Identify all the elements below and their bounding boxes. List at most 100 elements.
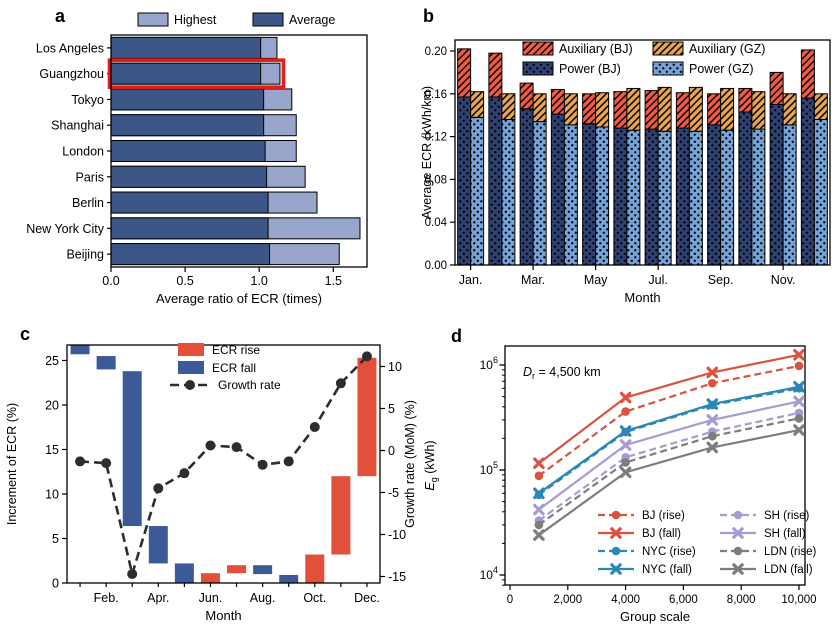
svg-text:0: 0 [507, 594, 513, 606]
panel-c-letter: c [20, 324, 31, 344]
svg-text:25: 25 [45, 354, 59, 368]
svg-text:New York City: New York City [26, 222, 105, 236]
svg-text:Paris: Paris [76, 170, 104, 184]
svg-text:BJ (rise): BJ (rise) [642, 510, 685, 522]
svg-text:4,000: 4,000 [611, 594, 640, 606]
svg-text:Aug.: Aug. [250, 591, 276, 605]
svg-text:Beijing: Beijing [66, 248, 104, 262]
svg-text:0: 0 [52, 577, 59, 591]
svg-text:20: 20 [45, 399, 59, 413]
svg-text:Berlin: Berlin [72, 196, 104, 210]
svg-text:Average: Average [289, 13, 335, 27]
svg-text:Oct.: Oct. [303, 591, 326, 605]
panel-b-letter: b [423, 6, 434, 26]
svg-text:1.0: 1.0 [251, 274, 268, 288]
svg-text:0.20: 0.20 [425, 46, 447, 58]
panel-c-plot: 0 5 10 15 20 25 -15 -10 -5 0 5 10 Feb. Apr. Jun. Aug. Oc… [5, 344, 417, 623]
svg-text:Feb.: Feb. [94, 591, 119, 605]
svg-text:ECR fall: ECR fall [212, 361, 256, 375]
svg-text:Group scale: Group scale [620, 609, 690, 624]
svg-text:Month: Month [624, 290, 660, 305]
svg-text:BJ (fall): BJ (fall) [642, 528, 681, 540]
panel-a-letter: a [55, 6, 66, 26]
svg-text:0: 0 [388, 444, 395, 458]
svg-text:0.08: 0.08 [425, 174, 447, 186]
svg-text:10: 10 [45, 488, 59, 502]
svg-text:NYC (fall): NYC (fall) [642, 564, 692, 576]
svg-text:Shanghai: Shanghai [51, 119, 104, 133]
svg-text:-10: -10 [388, 528, 406, 542]
svg-text:Los Angeles: Los Angeles [36, 41, 104, 55]
svg-text:Dec.: Dec. [354, 591, 380, 605]
svg-text:Jul.: Jul. [648, 273, 667, 287]
svg-text:0.16: 0.16 [425, 89, 447, 101]
svg-text:Power (GZ): Power (GZ) [689, 62, 754, 76]
svg-text:Jan.: Jan. [459, 273, 483, 287]
svg-text:0.00: 0.00 [425, 260, 447, 272]
svg-text:Auxiliary (BJ): Auxiliary (BJ) [559, 42, 633, 56]
panel-a-legend: Highest Average [137, 12, 335, 27]
svg-text:SH (rise): SH (rise) [764, 510, 810, 522]
panel-b-plot: 0.00 0.04 0.08 0.12 0.16 0.20 Jan. Mar. May Jul. S… [420, 39, 831, 305]
svg-text:SH (fall): SH (fall) [764, 528, 806, 540]
svg-text:Nov.: Nov. [771, 273, 796, 287]
svg-text:0.04: 0.04 [425, 217, 448, 229]
svg-text:8,000: 8,000 [727, 594, 756, 606]
panel-a-plot: Los Angeles Guangzhou Tokyo Shanghai London P… [26, 34, 368, 306]
svg-text:LDN (rise): LDN (rise) [764, 546, 817, 558]
svg-text:15: 15 [45, 443, 59, 457]
panel-c-legend: ECR rise ECR fall Growth rate [170, 343, 281, 392]
panel-d-chart: 104 105 106 0 2,000 4,000 6,000 8,000 10,000 Grou… [423, 345, 817, 624]
svg-text:Jun.: Jun. [199, 591, 223, 605]
svg-text:105: 105 [480, 460, 498, 477]
panel-b-bars [457, 48, 828, 266]
svg-text:10: 10 [388, 360, 402, 374]
panel-c-bars [70, 345, 377, 583]
svg-text:0.5: 0.5 [176, 274, 193, 288]
svg-text:Eg (kWh): Eg (kWh) [423, 440, 439, 490]
panel-b-chart: 0.00 0.04 0.08 0.12 0.16 0.20 Jan. Mar. May Jul. S… [420, 39, 831, 305]
svg-text:2,000: 2,000 [553, 594, 582, 606]
svg-text:5: 5 [52, 532, 59, 546]
panel-d-legend: BJ (rise) BJ (fall) NYC (rise) NYC (fall) SH… [598, 510, 817, 576]
svg-text:Month: Month [205, 608, 241, 623]
panel-c-chart: 0 5 10 15 20 25 -15 -10 -5 0 5 10 Feb. Apr. Jun. Aug. Oc… [5, 343, 417, 623]
panel-a-chart: Los Angeles Guangzhou Tokyo Shanghai London P… [26, 12, 368, 306]
svg-text:106: 106 [480, 355, 498, 372]
svg-text:London: London [62, 145, 104, 159]
svg-text:Sep.: Sep. [708, 273, 734, 287]
svg-text:Power (BJ): Power (BJ) [559, 62, 621, 76]
panel-d-series [533, 349, 805, 541]
svg-text:Tokyo: Tokyo [71, 93, 104, 107]
svg-text:10,000: 10,000 [781, 594, 816, 606]
svg-text:Growth rate: Growth rate [218, 378, 281, 392]
svg-text:6,000: 6,000 [669, 594, 698, 606]
svg-text:1.5: 1.5 [325, 274, 342, 288]
panel-a-bars [110, 36, 361, 266]
svg-text:5: 5 [388, 402, 395, 416]
svg-text:Increment of ECR (%): Increment of ECR (%) [5, 403, 19, 525]
svg-text:Mar.: Mar. [521, 273, 545, 287]
svg-text:Auxiliary (GZ): Auxiliary (GZ) [689, 42, 765, 56]
svg-text:Apr.: Apr. [147, 591, 169, 605]
svg-text:NYC (rise): NYC (rise) [642, 546, 696, 558]
svg-text:Highest: Highest [174, 13, 217, 27]
svg-text:Guangzhou: Guangzhou [39, 67, 104, 81]
svg-text:May: May [584, 273, 608, 287]
growth-rate-line [79, 355, 368, 579]
panel-b-legend: Auxiliary (BJ) Power (BJ) Auxiliary (GZ) Po… [522, 41, 765, 76]
panel-d-letter: d [451, 326, 462, 346]
svg-text:0.12: 0.12 [425, 132, 447, 144]
svg-text:LDN (fall): LDN (fall) [764, 564, 813, 576]
svg-text:0.0: 0.0 [102, 274, 119, 288]
svg-text:ECR rise: ECR rise [212, 343, 260, 357]
svg-text:Average ratio of ECR (times): Average ratio of ECR (times) [156, 291, 322, 306]
panel-d-plot: 104 105 106 0 2,000 4,000 6,000 8,000 10,000 Grou… [423, 345, 817, 624]
svg-text:-15: -15 [388, 570, 406, 584]
svg-text:Average ECR (kWh/km): Average ECR (kWh/km) [420, 86, 434, 219]
svg-text:104: 104 [480, 565, 498, 582]
svg-text:-5: -5 [388, 486, 399, 500]
svg-text:Dr = 4,500 km: Dr = 4,500 km [523, 365, 601, 381]
svg-text:Growth rate (MoM) (%): Growth rate (MoM) (%) [403, 400, 417, 528]
